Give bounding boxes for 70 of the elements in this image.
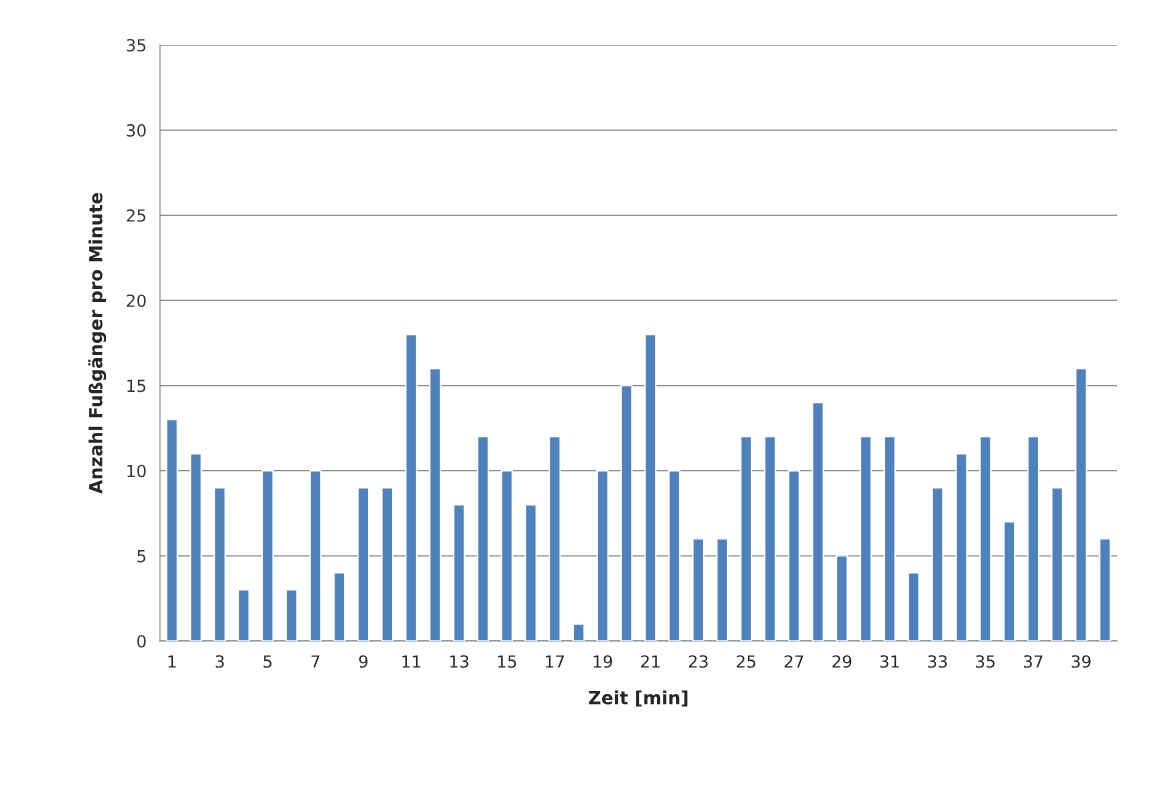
x-tick-label: 19 xyxy=(593,655,613,668)
bar xyxy=(811,401,825,641)
x-tick-label: 23 xyxy=(688,655,708,668)
x-tick-label: 33 xyxy=(928,655,947,668)
bar xyxy=(931,487,944,641)
bar xyxy=(452,504,466,641)
x-tick-label: 11 xyxy=(402,655,421,668)
bar xyxy=(787,470,801,641)
bar xyxy=(476,435,490,641)
bar xyxy=(1051,487,1064,641)
bar xyxy=(716,538,729,641)
bar xyxy=(1098,538,1112,641)
x-tick-label: 29 xyxy=(832,655,852,668)
y-tick-label: 15 xyxy=(127,379,146,393)
bar xyxy=(1027,435,1040,641)
x-tick-label: 7 xyxy=(311,655,320,668)
bar xyxy=(572,623,585,641)
bar xyxy=(237,589,250,641)
bar xyxy=(979,435,992,641)
bar xyxy=(165,418,179,641)
bar xyxy=(764,435,777,641)
bar xyxy=(596,470,609,641)
x-axis-title: Zeit [min] xyxy=(588,690,688,707)
y-tick-label: 20 xyxy=(126,294,146,307)
y-tick-label: 35 xyxy=(126,38,146,52)
bar xyxy=(1003,521,1016,641)
x-tick-label: 17 xyxy=(545,655,564,668)
bar xyxy=(644,333,657,641)
bar xyxy=(333,572,346,641)
bar xyxy=(189,452,202,641)
bar xyxy=(405,333,418,641)
y-tick-label: 30 xyxy=(126,124,146,137)
x-tick-label: 21 xyxy=(641,655,660,668)
x-tick-label: 9 xyxy=(359,655,368,668)
y-axis-title: Anzahl Fußgänger pro Minute xyxy=(88,193,107,494)
bar xyxy=(548,435,561,641)
x-tick-label: 25 xyxy=(736,655,756,668)
y-tick-label: 5 xyxy=(137,550,146,563)
x-tick-label: 31 xyxy=(880,655,899,668)
y-tick-label: 0 xyxy=(137,634,146,648)
bar xyxy=(1075,367,1088,641)
x-tick-label: 3 xyxy=(215,655,224,668)
bar xyxy=(955,452,968,641)
bar xyxy=(261,470,274,641)
x-tick-label: 13 xyxy=(450,655,469,668)
bar xyxy=(500,470,513,641)
x-tick-label: 27 xyxy=(784,655,804,668)
bar xyxy=(907,572,920,641)
x-tick-label: 35 xyxy=(976,655,995,668)
x-tick-label: 15 xyxy=(498,655,517,668)
x-tick-label: 1 xyxy=(168,655,176,668)
bar xyxy=(668,470,681,641)
x-tick-label: 39 xyxy=(1071,655,1091,668)
bar xyxy=(285,589,298,641)
bar xyxy=(620,384,633,641)
bar xyxy=(883,435,896,641)
bar xyxy=(357,487,370,641)
bar xyxy=(309,470,322,641)
y-tick-label: 10 xyxy=(127,464,146,478)
bar xyxy=(429,367,442,641)
y-tick-label: 25 xyxy=(126,209,146,222)
x-tick-label: 37 xyxy=(1023,655,1043,668)
bar xyxy=(740,435,753,641)
bar xyxy=(692,538,705,641)
bar xyxy=(524,504,537,641)
bar xyxy=(381,487,394,641)
bar xyxy=(859,435,872,641)
x-tick-label: 5 xyxy=(263,655,272,668)
bar xyxy=(835,555,848,641)
bar xyxy=(213,487,226,641)
